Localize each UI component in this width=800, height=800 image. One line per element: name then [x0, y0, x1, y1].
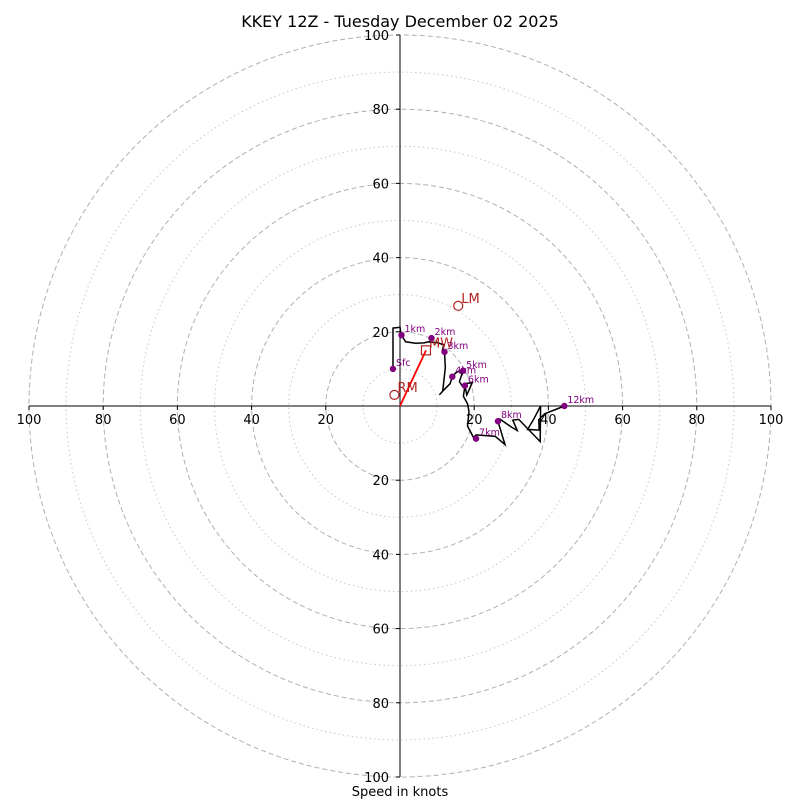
x-tick-label: 80 — [689, 413, 706, 428]
height-marker-7km — [472, 435, 480, 442]
height-marker-6km — [461, 382, 469, 389]
storm-motion-mw-marker — [420, 345, 432, 356]
height-marker-label: 2km — [435, 327, 456, 338]
shear-vector-line — [399, 349, 427, 407]
y-tick-label: 80 — [372, 697, 389, 712]
x-tick-label: 40 — [243, 413, 260, 428]
height-markers: Sfc1km2km3km4km5km6km7km8km12km — [389, 324, 594, 442]
height-marker-4km — [449, 373, 456, 380]
height-marker-8km — [494, 418, 502, 425]
x-tick-label: 20 — [466, 413, 483, 428]
y-tick-label: 60 — [372, 177, 389, 192]
y-tick-label: 60 — [372, 623, 389, 638]
storm-motions: RM LM MW — [389, 292, 480, 400]
height-marker-12km — [561, 402, 568, 410]
x-tick-label: 100 — [759, 413, 784, 428]
height-marker-3km — [441, 348, 448, 356]
storm-motion-lm-label: LM — [461, 292, 479, 307]
x-axis-label: Speed in knots — [352, 785, 449, 800]
shear-vector — [399, 349, 427, 407]
height-marker-5km — [459, 367, 467, 374]
y-tick-label: 20 — [372, 474, 389, 489]
y-tick-label: 80 — [372, 103, 389, 118]
height-marker-2km — [428, 334, 435, 342]
height-marker-label: 6km — [468, 375, 489, 386]
x-tick-label: 80 — [95, 413, 112, 428]
x-tick-label: 20 — [318, 413, 335, 428]
y-tick-label: 40 — [372, 548, 389, 563]
tick-labels: 100 80 60 40 20 20 40 60 80 100 100 80 60 40 20 20 40 60 8… — [17, 29, 784, 786]
y-tick-label: 100 — [364, 771, 389, 786]
storm-motion-rm-label: RM — [397, 381, 417, 396]
y-tick-label: 20 — [372, 326, 389, 341]
x-tick-label: 100 — [17, 413, 42, 428]
height-marker-label: 12km — [567, 395, 594, 406]
height-marker-label: 8km — [501, 410, 522, 421]
height-marker-sfc — [389, 365, 397, 373]
x-tick-label: 40 — [540, 413, 557, 428]
y-tick-label: 100 — [364, 29, 389, 44]
x-tick-label: 60 — [169, 413, 186, 428]
height-marker-label: 1km — [404, 324, 425, 335]
height-marker-label: 7km — [479, 428, 500, 439]
chart-title: KKEY 12Z - Tuesday December 02 2025 — [241, 12, 559, 31]
storm-motion-rm-marker — [389, 389, 400, 400]
height-marker-label: 3km — [448, 341, 469, 352]
height-marker-label: 5km — [466, 360, 487, 371]
storm-motion-mw-label: MW — [429, 336, 453, 351]
storm-motion-lm-marker — [453, 300, 464, 311]
height-marker-1km — [398, 331, 405, 339]
height-marker-label: Sfc — [396, 358, 411, 369]
x-tick-label: 60 — [614, 413, 631, 428]
y-tick-label: 40 — [372, 252, 389, 267]
